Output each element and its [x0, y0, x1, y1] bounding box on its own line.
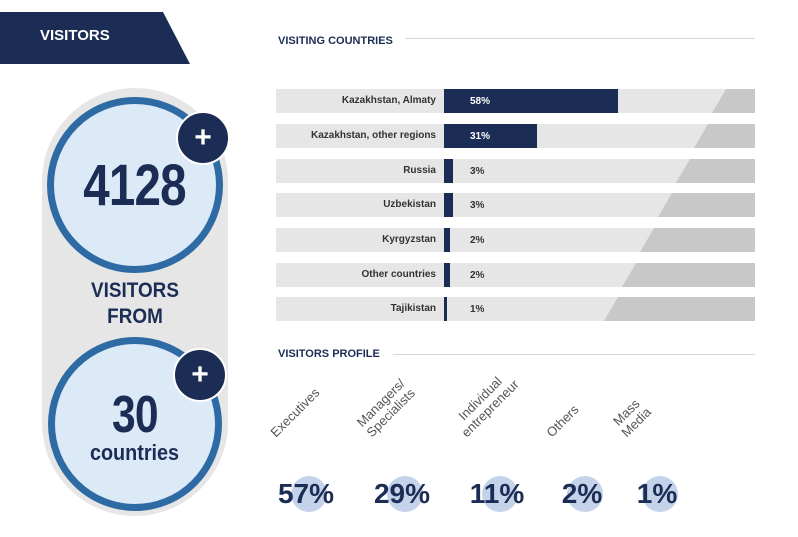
profile-category: Mass Media: [610, 395, 655, 440]
plus-icon: +: [176, 111, 230, 165]
bar-decoration: [676, 159, 755, 183]
bar-row: Kyrgyzstan 2%: [276, 228, 755, 252]
bar-decoration: [640, 228, 755, 252]
profile-value: 2%: [537, 474, 627, 514]
bar-value: 2%: [470, 270, 485, 281]
countries-title: VISITING COUNTRIES: [278, 35, 393, 47]
bar-label: Uzbekistan: [383, 199, 436, 210]
visitors-circle: 4128: [47, 97, 223, 273]
bar: [444, 228, 450, 252]
bar-value: 58%: [470, 96, 491, 107]
bar: [444, 297, 447, 321]
divider: [405, 38, 755, 39]
bar-label: Other countries: [361, 269, 436, 280]
plus-icon: +: [173, 348, 227, 402]
value-circle: [567, 476, 603, 512]
bar-decoration: [622, 263, 755, 287]
bar-value: 1%: [470, 304, 485, 315]
profile-percent: 2%: [561, 478, 603, 509]
bar-value: 3%: [470, 166, 485, 177]
label-line1: VISITORS: [91, 279, 179, 302]
profile-percent: 57%: [277, 478, 335, 509]
divider: [393, 354, 755, 355]
bar-row: Kazakhstan, other regions 31%: [276, 124, 755, 148]
value-circle: [387, 476, 423, 512]
bar-label: Kyrgyzstan: [382, 234, 436, 245]
visitors-count: 4128: [83, 152, 187, 218]
bar-decoration: [694, 124, 755, 148]
profile-percent: 29%: [373, 478, 431, 509]
profile-value: 29%: [357, 474, 447, 514]
value-circle: [642, 476, 678, 512]
header-banner: [0, 12, 190, 64]
profile-category: Others: [543, 401, 582, 440]
profile-category: Managers/ Specialists: [353, 375, 418, 440]
header-title: VISITORS: [40, 27, 110, 44]
profile-value: 1%: [612, 474, 702, 514]
bar: [444, 263, 450, 287]
bar-row: Russia 3%: [276, 159, 755, 183]
bar-label: Tajikistan: [390, 303, 436, 314]
visitors-from-label: VISITORS FROM: [51, 278, 218, 330]
bar-label: Russia: [403, 165, 436, 176]
bar: [444, 124, 537, 148]
bar-row: Uzbekistan 3%: [276, 193, 755, 217]
profile-percent: 11%: [469, 478, 525, 509]
profile-category: Individual entrepreneur: [455, 373, 522, 440]
bar-value: 3%: [470, 200, 485, 211]
value-circle: [482, 476, 518, 512]
bar-decoration: [658, 193, 755, 217]
bar: [444, 89, 618, 113]
bar-row: Other countries 2%: [276, 263, 755, 287]
countries-label: countries: [90, 440, 180, 465]
bar-row: Kazakhstan, Almaty 58%: [276, 89, 755, 113]
value-circle: [291, 476, 327, 512]
bar: [444, 159, 453, 183]
bar-value: 2%: [470, 235, 485, 246]
bar-row: Tajikistan 1%: [276, 297, 755, 321]
profile-value: 11%: [452, 474, 542, 514]
countries-count: 30: [112, 386, 159, 444]
bar-label: Kazakhstan, Almaty: [341, 95, 436, 106]
profile-percent: 1%: [636, 478, 678, 509]
profile-category: Executives: [267, 384, 323, 440]
profile-title: VISITORS PROFILE: [278, 348, 380, 360]
bar-value: 31%: [470, 131, 491, 142]
bar-label: Kazakhstan, other regions: [310, 130, 436, 141]
profile-value: 57%: [261, 474, 351, 514]
bar-decoration: [712, 89, 755, 113]
label-line2: FROM: [107, 305, 163, 328]
bar: [444, 193, 453, 217]
bar-decoration: [604, 297, 755, 321]
